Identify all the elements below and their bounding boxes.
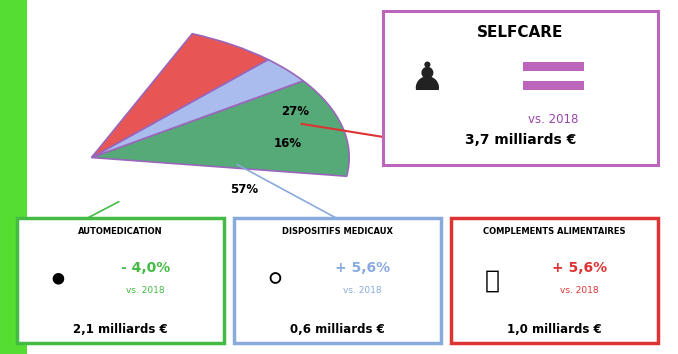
Text: + 5,6%: + 5,6%	[334, 261, 390, 275]
Text: 0,6 milliards €: 0,6 milliards €	[290, 323, 384, 336]
FancyBboxPatch shape	[0, 0, 27, 354]
FancyBboxPatch shape	[523, 81, 584, 90]
Text: vs. 2018: vs. 2018	[528, 113, 578, 126]
Text: 3,7 milliards €: 3,7 milliards €	[464, 133, 576, 147]
FancyBboxPatch shape	[451, 218, 658, 343]
Wedge shape	[92, 34, 268, 158]
Text: ⚫: ⚫	[48, 269, 68, 292]
Text: ♟: ♟	[410, 60, 445, 98]
Text: 16%: 16%	[274, 137, 302, 150]
Text: + 5,6%: + 5,6%	[551, 261, 607, 275]
Text: ⚪: ⚪	[265, 269, 285, 292]
Text: 27%: 27%	[281, 105, 309, 118]
FancyBboxPatch shape	[383, 11, 658, 165]
Text: 1,0 milliards €: 1,0 milliards €	[507, 323, 601, 336]
Wedge shape	[92, 81, 349, 176]
Text: DISPOSITIFS MEDICAUX: DISPOSITIFS MEDICAUX	[282, 227, 393, 235]
Text: 57%: 57%	[230, 183, 258, 196]
Text: vs. 2018: vs. 2018	[343, 286, 382, 295]
Text: vs. 2018: vs. 2018	[560, 286, 599, 295]
Text: vs. 2018: vs. 2018	[126, 286, 165, 295]
Text: ⬛: ⬛	[485, 269, 500, 292]
Text: 2,1 milliards €: 2,1 milliards €	[73, 323, 167, 336]
Wedge shape	[92, 59, 303, 158]
FancyBboxPatch shape	[17, 218, 224, 343]
Text: COMPLEMENTS ALIMENTAIRES: COMPLEMENTS ALIMENTAIRES	[483, 227, 626, 235]
Text: AUTOMEDICATION: AUTOMEDICATION	[78, 227, 163, 235]
Text: SELFCARE: SELFCARE	[477, 25, 563, 40]
FancyBboxPatch shape	[234, 218, 441, 343]
FancyBboxPatch shape	[523, 62, 584, 71]
Text: - 4,0%: - 4,0%	[121, 261, 170, 275]
